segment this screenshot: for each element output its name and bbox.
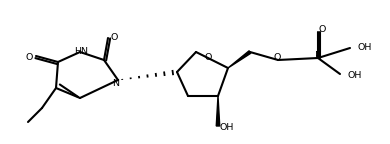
Text: P: P bbox=[315, 51, 321, 61]
Text: OH: OH bbox=[358, 42, 372, 52]
Polygon shape bbox=[228, 51, 251, 68]
Text: O: O bbox=[273, 53, 281, 61]
Text: HN: HN bbox=[74, 47, 88, 55]
Text: OH: OH bbox=[220, 124, 234, 132]
Text: O: O bbox=[25, 53, 33, 61]
Text: O: O bbox=[318, 24, 326, 34]
Text: OH: OH bbox=[348, 71, 362, 79]
Text: O: O bbox=[110, 33, 118, 41]
Text: O: O bbox=[204, 54, 212, 62]
Text: N: N bbox=[112, 78, 119, 88]
Polygon shape bbox=[216, 96, 220, 126]
